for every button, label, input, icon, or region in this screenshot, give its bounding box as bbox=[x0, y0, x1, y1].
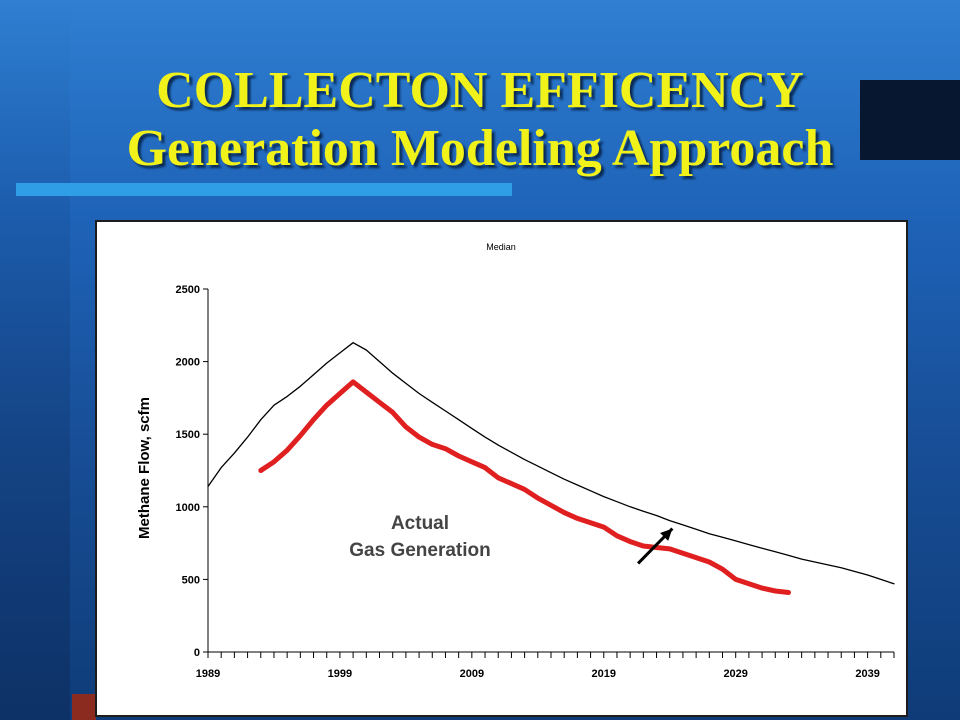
slide-red-accent-block bbox=[72, 694, 96, 720]
y-tick-label: 0 bbox=[194, 647, 200, 659]
y-tick-label: 1500 bbox=[176, 429, 200, 441]
annotation-arrow-head bbox=[660, 528, 673, 541]
x-tick-label: 2009 bbox=[460, 668, 484, 680]
x-tick-label: 2039 bbox=[855, 668, 879, 680]
slide-left-shade bbox=[0, 0, 70, 720]
slide-title: COLLECTON EFFICENCY Generation Modeling … bbox=[0, 62, 960, 178]
y-tick-label: 2500 bbox=[176, 284, 200, 296]
y-tick-label: 500 bbox=[182, 574, 200, 586]
chart-series-layer bbox=[207, 342, 895, 595]
x-tick-label: 1989 bbox=[196, 668, 220, 680]
slide-light-accent-bar bbox=[16, 183, 512, 196]
y-axis-label: Methane Flow, scfm bbox=[136, 397, 153, 539]
slide-dark-accent-bar bbox=[860, 80, 960, 160]
slide-title-line-2: Generation Modeling Approach bbox=[126, 120, 834, 177]
x-tick-label: 2019 bbox=[592, 668, 616, 680]
x-tick-label: 2029 bbox=[723, 668, 747, 680]
slide-title-line-1: COLLECTON EFFICENCY bbox=[156, 62, 804, 119]
chart-panel: Median Methane Flow, scfm 0 500 1000 1500 20… bbox=[95, 220, 908, 717]
annotation-line-2: Gas Generation bbox=[349, 540, 491, 561]
actual-gas-generation-line bbox=[258, 379, 791, 595]
methane-flow-chart: Median Methane Flow, scfm 0 500 1000 1500 20… bbox=[136, 242, 895, 680]
y-tick-label: 2000 bbox=[176, 357, 200, 369]
y-tick-label: 1000 bbox=[176, 502, 200, 514]
chart-axes: 0 500 1000 1500 2000 2500 1989 1999 2009 2019 2029… bbox=[176, 284, 895, 680]
chart-annotation: Actual Gas Generation bbox=[349, 513, 674, 565]
modeled-generation-line bbox=[207, 342, 895, 585]
x-tick-label: 1999 bbox=[328, 668, 352, 680]
chart-title: Median bbox=[486, 242, 516, 252]
annotation-line-1: Actual bbox=[391, 513, 449, 534]
